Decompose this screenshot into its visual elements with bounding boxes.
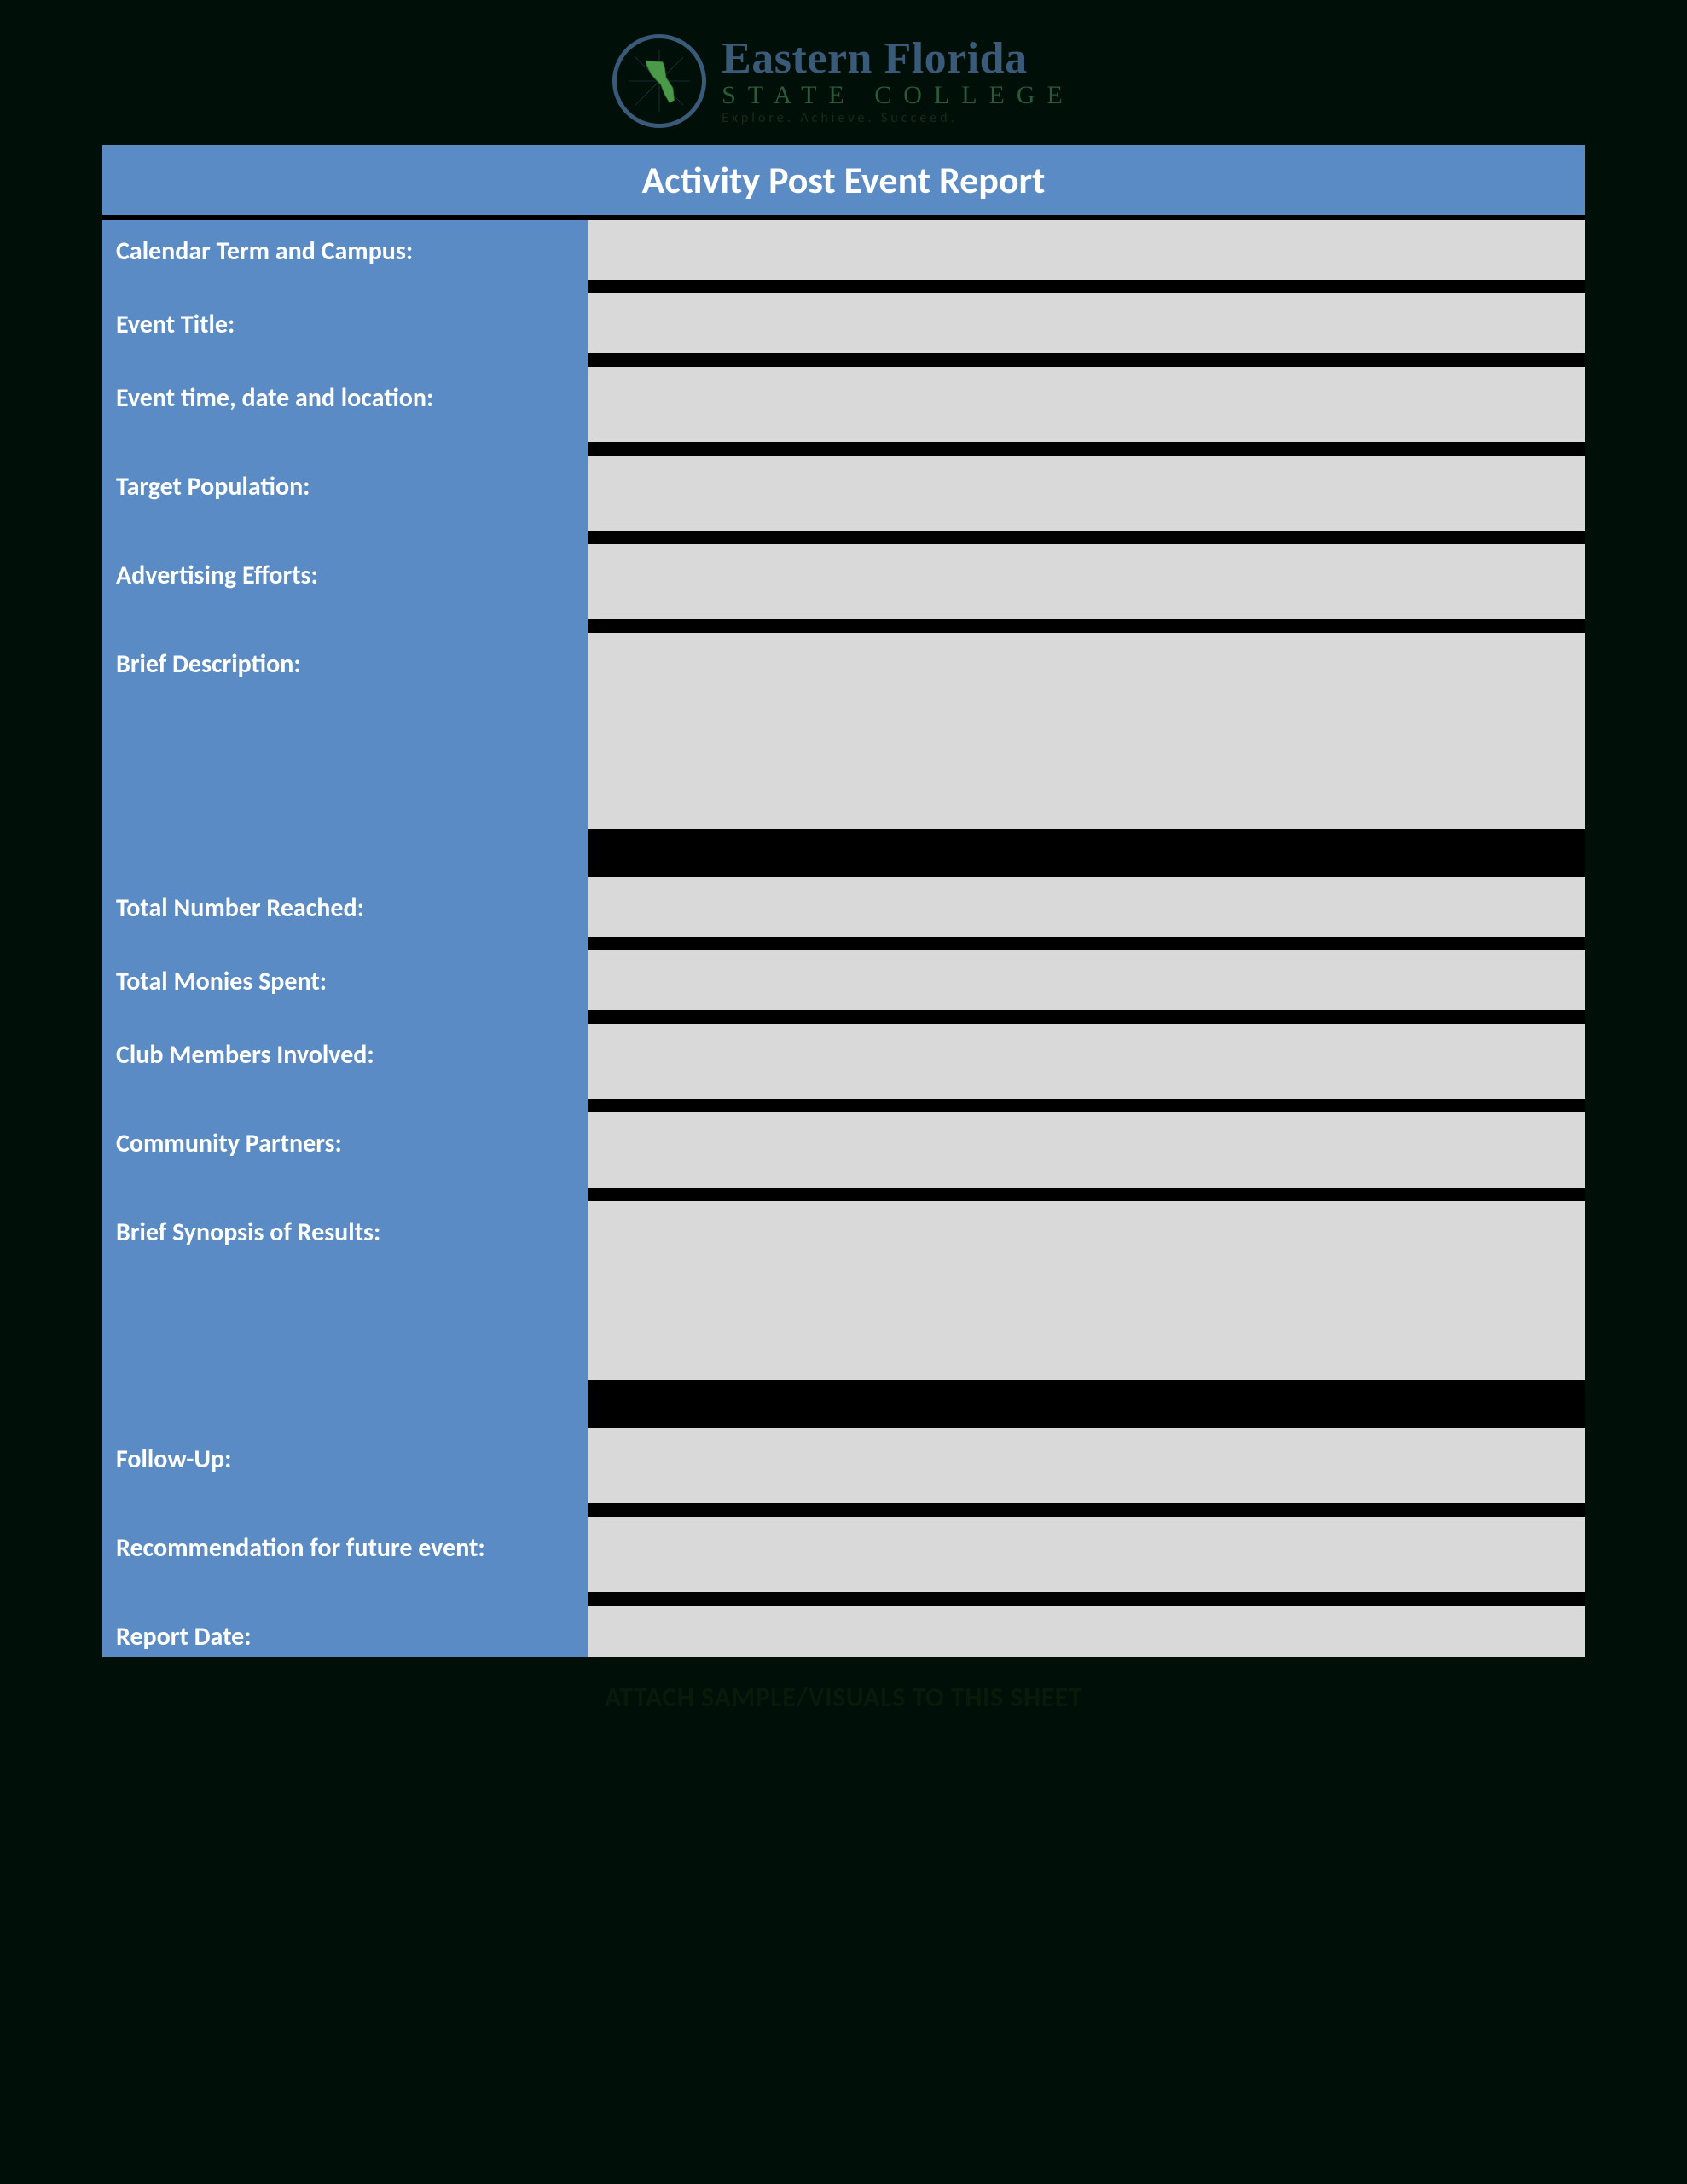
form-input[interactable] [588, 1112, 1585, 1188]
value-column [588, 367, 1585, 442]
form-row: Calendar Term and Campus: [102, 220, 1585, 280]
logo-line2: STATE COLLEGE [722, 83, 1075, 108]
value-column [588, 1024, 1585, 1099]
form-label: Report Date: [102, 1606, 588, 1657]
row-gap [102, 280, 1585, 293]
row-gap [102, 442, 1585, 456]
form-label: Event time, date and location: [102, 367, 588, 442]
row-gap [102, 1099, 1585, 1112]
form-label: Target Population: [102, 456, 588, 531]
form-input[interactable] [588, 633, 1585, 829]
row-gap [102, 531, 1585, 544]
value-column [588, 456, 1585, 531]
logo-text: Eastern Florida STATE COLLEGE Explore. A… [722, 37, 1075, 125]
form-input[interactable] [588, 877, 1585, 937]
form-label: Brief Description: [102, 633, 588, 829]
row-gap [102, 619, 1585, 633]
row-gap [102, 1503, 1585, 1517]
row-gap [102, 937, 1585, 950]
form-row: Club Members Involved: [102, 1024, 1585, 1099]
form-row: Report Date: [102, 1606, 1585, 1657]
form-row: Target Population: [102, 456, 1585, 531]
form-label: Brief Synopsis of Results: [102, 1201, 588, 1380]
form-label: Recommendation for future event: [102, 1517, 588, 1592]
row-gap [102, 1010, 1585, 1024]
value-column [588, 877, 1585, 937]
row-gap [102, 829, 1585, 877]
form-row: Event Title: [102, 293, 1585, 353]
row-gap [102, 353, 1585, 367]
footer-note: ATTACH SAMPLE/VISUALS TO THIS SHEET [102, 1657, 1585, 1738]
value-column [588, 1428, 1585, 1503]
page-title: Activity Post Event Report [102, 157, 1585, 203]
value-column [588, 1112, 1585, 1188]
form-input[interactable] [588, 1201, 1585, 1380]
value-column [588, 633, 1585, 829]
form-input[interactable] [588, 220, 1585, 280]
form-label: Event Title: [102, 293, 588, 353]
form-row: Follow-Up: [102, 1428, 1585, 1503]
form-row: Event time, date and location: [102, 367, 1585, 442]
form-label: Follow-Up: [102, 1428, 588, 1503]
value-column [588, 1517, 1585, 1592]
logo-area: Eastern Florida STATE COLLEGE Explore. A… [102, 34, 1585, 128]
form-label: Advertising Efforts: [102, 544, 588, 619]
logo-line1: Eastern Florida [722, 37, 1075, 81]
logo-badge [612, 34, 706, 128]
form-label: Total Monies Spent: [102, 950, 588, 1010]
form-label: Total Number Reached: [102, 877, 588, 937]
form-input[interactable] [588, 1024, 1585, 1099]
form-label: Calendar Term and Campus: [102, 220, 588, 280]
form-label: Community Partners: [102, 1112, 588, 1188]
form-row: Total Number Reached: [102, 877, 1585, 937]
form-row: Advertising Efforts: [102, 544, 1585, 619]
row-gap [102, 1380, 1585, 1428]
form-input[interactable] [588, 1606, 1585, 1657]
form-input[interactable] [588, 950, 1585, 1010]
form-row: Total Monies Spent: [102, 950, 1585, 1010]
form-row: Recommendation for future event: [102, 1517, 1585, 1592]
logo-tagline: Explore. Achieve. Succeed. [722, 112, 1075, 125]
form-input[interactable] [588, 293, 1585, 353]
row-gap [102, 1188, 1585, 1201]
value-column [588, 220, 1585, 280]
form-table: Calendar Term and Campus: Event Title: Eve… [102, 220, 1585, 1657]
form-input[interactable] [588, 1428, 1585, 1503]
header-bar: Activity Post Event Report [102, 145, 1585, 220]
value-column [588, 544, 1585, 619]
form-input[interactable] [588, 367, 1585, 442]
value-column [588, 293, 1585, 353]
value-column [588, 950, 1585, 1010]
form-row: Brief Synopsis of Results: [102, 1201, 1585, 1380]
value-column [588, 1201, 1585, 1380]
row-gap [102, 1592, 1585, 1606]
form-row: Community Partners: [102, 1112, 1585, 1188]
form-input[interactable] [588, 544, 1585, 619]
form-input[interactable] [588, 1517, 1585, 1592]
form-input[interactable] [588, 456, 1585, 531]
form-label: Club Members Involved: [102, 1024, 588, 1099]
form-row: Brief Description: [102, 633, 1585, 829]
value-column [588, 1606, 1585, 1657]
florida-icon [625, 47, 693, 115]
page-container: Eastern Florida STATE COLLEGE Explore. A… [0, 0, 1687, 1806]
